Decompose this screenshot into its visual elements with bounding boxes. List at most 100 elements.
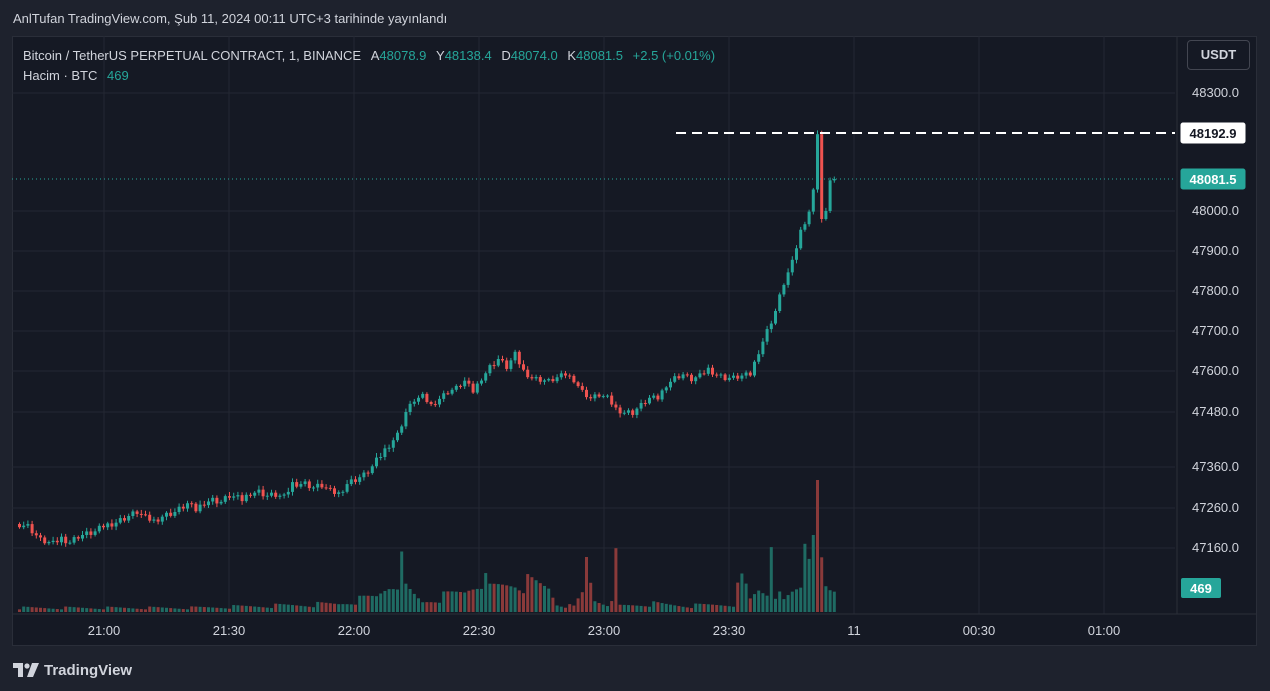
volume-bar (370, 595, 374, 612)
candle-body (89, 531, 93, 535)
volume-bar (811, 535, 815, 612)
volume-bar (43, 608, 47, 612)
candle-body (572, 375, 576, 383)
volume-bar (211, 607, 215, 612)
price-chart[interactable]: 48300.0 48000.0 47900.0 47800.0 47700.0 47600… (12, 36, 1257, 646)
candle-body (257, 489, 261, 493)
candle-body (316, 483, 320, 488)
volume-bar (165, 607, 168, 612)
candle-body (454, 385, 458, 390)
volume-bar (97, 609, 101, 612)
volume-bar (748, 598, 752, 612)
volume-bar (530, 577, 534, 612)
x-tick-label: 11 (847, 623, 861, 638)
candle-body (34, 533, 38, 536)
candle-body (492, 365, 496, 367)
y-tick-label: 47260.0 (1192, 500, 1239, 515)
volume-bar (459, 591, 462, 612)
volume-bar (711, 604, 714, 612)
volume-bar (144, 609, 147, 612)
volume-bar (89, 608, 93, 612)
currency-button[interactable]: USDT (1187, 40, 1250, 70)
symbol-title[interactable]: Bitcoin / TetherUS PERPETUAL CONTRACT, 1… (23, 48, 362, 63)
candle-body (505, 360, 509, 369)
change-value: +2.5 (+0.01%) (632, 48, 716, 63)
candle-body (501, 359, 504, 361)
volume-bar (123, 607, 126, 612)
candle-body (673, 376, 677, 382)
candle-body (706, 367, 710, 374)
candle-body (740, 375, 744, 379)
chart-panel[interactable] (12, 36, 1257, 646)
x-tick-label: 00:30 (963, 623, 996, 638)
y-tick-label: 47360.0 (1192, 459, 1239, 474)
candle-body (349, 479, 353, 485)
volume-bar (790, 591, 794, 612)
volume-bar (706, 604, 710, 612)
volume-bar (257, 606, 261, 612)
volume-bar (538, 583, 542, 612)
tradingview-brand: TradingView (13, 660, 132, 680)
volume-bar (244, 605, 248, 612)
volume-bar (492, 583, 496, 612)
candle-body (211, 497, 215, 502)
volume-bar (467, 590, 471, 612)
candle-body (152, 519, 156, 521)
low-label: D (501, 48, 511, 63)
volume-bar (555, 605, 559, 612)
volume-bar (740, 573, 744, 612)
volume-bar (719, 605, 723, 612)
candle-body (295, 482, 299, 487)
candle-body (240, 495, 244, 502)
candle-body (685, 374, 689, 376)
volume-bar (664, 603, 668, 612)
volume-bar (673, 605, 677, 612)
volume-bar (585, 557, 588, 612)
candle-body (660, 390, 664, 400)
volume-bar (475, 588, 479, 612)
candle-body (744, 372, 748, 376)
candle-body (156, 519, 160, 522)
volume-bar (648, 606, 651, 612)
high-value: 48138.4 (444, 48, 492, 63)
candle-body (769, 323, 773, 330)
candle-body (610, 395, 614, 405)
candle-body (618, 407, 622, 414)
volume-bar (232, 605, 236, 612)
candle-body (748, 372, 752, 376)
candle-body (433, 404, 437, 406)
candle-body (648, 397, 651, 404)
volume-bar (383, 590, 387, 612)
candle-body (22, 525, 26, 528)
volume-bar (744, 583, 748, 612)
volume-bar (114, 607, 118, 612)
volume-bar (34, 607, 38, 612)
volume-label[interactable]: Hacim · BTC (23, 68, 98, 83)
candle-body (391, 440, 395, 448)
candle-body (307, 481, 311, 489)
candle-body (383, 448, 387, 458)
volume-bar (593, 601, 597, 612)
volume-bar (345, 604, 349, 612)
candle-body (652, 395, 656, 398)
candle-body (362, 472, 366, 478)
candle-body (627, 410, 630, 413)
volume-bar (303, 606, 307, 612)
volume-bar (774, 598, 777, 612)
volume-bar (55, 609, 59, 612)
x-tick-label: 21:30 (213, 623, 246, 638)
candle-body (228, 496, 231, 498)
candle-body (282, 494, 286, 496)
candle-body (568, 375, 572, 377)
candle-body (643, 402, 647, 404)
candle-body (219, 501, 223, 504)
close-value: 48081.5 (576, 48, 624, 63)
candle-body (207, 501, 210, 506)
candle-body (110, 523, 114, 527)
candle-body (757, 354, 761, 362)
volume-bar (198, 606, 202, 612)
volume-bar (177, 608, 181, 612)
candle-body (253, 492, 257, 496)
volume-bar (723, 605, 727, 612)
volume-bar (354, 604, 357, 612)
